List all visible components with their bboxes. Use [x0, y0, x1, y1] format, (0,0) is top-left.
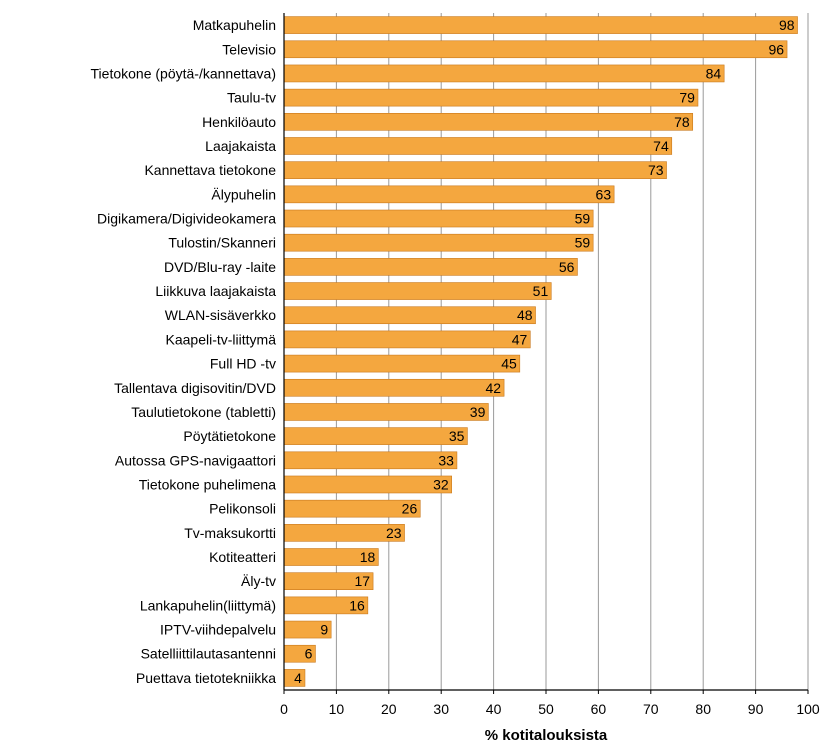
bar [283, 306, 536, 325]
bar [283, 16, 798, 34]
value-label: 56 [559, 259, 575, 275]
category-label: Älypuhelin [211, 186, 276, 202]
bar [283, 233, 594, 252]
category-label: Televisio [222, 41, 276, 57]
category-label: Matkapuhelin [193, 17, 276, 33]
category-label: Laajakaista [205, 138, 276, 154]
x-tick-label: 80 [695, 701, 711, 717]
value-label: 42 [486, 380, 502, 396]
bar [283, 427, 468, 445]
x-axis-title: % kotitalouksista [485, 727, 608, 744]
bar [283, 499, 421, 518]
category-label: Henkilöauto [202, 114, 276, 130]
value-label: 32 [433, 476, 449, 492]
bar [283, 185, 615, 204]
x-tick-label: 0 [280, 701, 288, 717]
bar [283, 451, 458, 470]
x-tick-labels: 0 10 20 30 40 50 60 70 80 90 100 [280, 701, 820, 717]
axes [283, 13, 809, 694]
category-label: Tv-maksukortti [184, 525, 276, 541]
category-label: Satelliittilautasantenni [141, 646, 276, 662]
category-label: Tulostin/Skanneri [168, 235, 276, 251]
x-tick-label: 40 [486, 701, 502, 717]
value-labels: 9896847978747363595956514847454239353332… [294, 17, 795, 686]
value-label: 47 [512, 331, 528, 347]
bar [283, 354, 521, 373]
value-label: 84 [706, 65, 722, 81]
category-label: Pelikonsoli [209, 501, 276, 517]
category-label: Taulutietokone (tabletti) [131, 404, 276, 420]
bar [283, 282, 552, 300]
category-label: Kaapeli-tv-liittymä [166, 331, 277, 347]
x-tick-label: 20 [381, 701, 397, 717]
bar [283, 113, 694, 131]
value-label: 48 [517, 307, 533, 323]
value-label: 9 [320, 622, 328, 638]
value-label: 98 [779, 17, 795, 33]
category-label: Tallentava digisovitin/DVD [114, 380, 276, 396]
value-label: 51 [533, 283, 549, 299]
value-label: 16 [349, 597, 365, 613]
category-label: Lankapuhelin(liittymä) [140, 597, 276, 613]
category-label: Autossa GPS-navigaattori [115, 452, 276, 468]
bar [283, 88, 699, 107]
value-label: 63 [596, 186, 612, 202]
category-label: Puettava tietotekniikka [136, 670, 276, 686]
category-label: Tietokone (pöytä-/kannettava) [91, 65, 276, 81]
value-label: 33 [438, 452, 454, 468]
category-label: Äly-tv [241, 573, 276, 589]
x-tick-label: 60 [591, 701, 607, 717]
category-label: Digikamera/Digivideokamera [97, 211, 276, 227]
value-label: 17 [355, 573, 371, 589]
category-label: Kotiteatteri [209, 549, 276, 565]
category-label: Full HD -tv [210, 356, 276, 372]
bar [283, 475, 452, 494]
bar [283, 40, 788, 59]
x-tick-label: 50 [538, 701, 554, 717]
value-label: 6 [305, 646, 313, 662]
x-tick-label: 30 [433, 701, 449, 717]
category-label: IPTV-viihdepalvelu [160, 622, 276, 638]
value-label: 4 [294, 670, 302, 686]
bar [283, 330, 531, 349]
value-label: 59 [575, 235, 591, 251]
value-label: 45 [501, 356, 517, 372]
x-tick-label: 70 [643, 701, 659, 717]
value-label: 79 [679, 90, 695, 106]
value-label: 23 [386, 525, 402, 541]
bar [283, 403, 489, 421]
category-label: Taulu-tv [227, 90, 276, 106]
bar [283, 258, 578, 276]
bar [283, 161, 667, 179]
category-label: Liikkuva laajakaista [155, 283, 276, 299]
category-labels: Matkapuhelin Televisio Tietokone (pöytä-/k… [91, 17, 277, 686]
bars [283, 16, 798, 687]
category-label: WLAN-sisäverkko [165, 307, 276, 323]
value-label: 74 [653, 138, 669, 154]
category-label: Kannettava tietokone [144, 162, 276, 178]
x-tick-label: 90 [748, 701, 764, 717]
value-label: 35 [449, 428, 465, 444]
bar [283, 378, 505, 397]
x-tick-label: 100 [796, 701, 820, 717]
x-tick-label: 10 [329, 701, 345, 717]
value-label: 78 [674, 114, 690, 130]
value-label: 39 [470, 404, 486, 420]
value-label: 96 [768, 41, 784, 57]
category-label: DVD/Blu-ray -laite [164, 259, 276, 275]
bar [283, 64, 725, 83]
bar [283, 209, 594, 228]
bar [283, 137, 673, 155]
value-label: 73 [648, 162, 664, 178]
value-label: 18 [360, 549, 376, 565]
value-label: 59 [575, 211, 591, 227]
value-label: 26 [402, 501, 418, 517]
category-label: Pöytätietokone [183, 428, 276, 444]
category-label: Tietokone puhelimena [139, 476, 276, 492]
